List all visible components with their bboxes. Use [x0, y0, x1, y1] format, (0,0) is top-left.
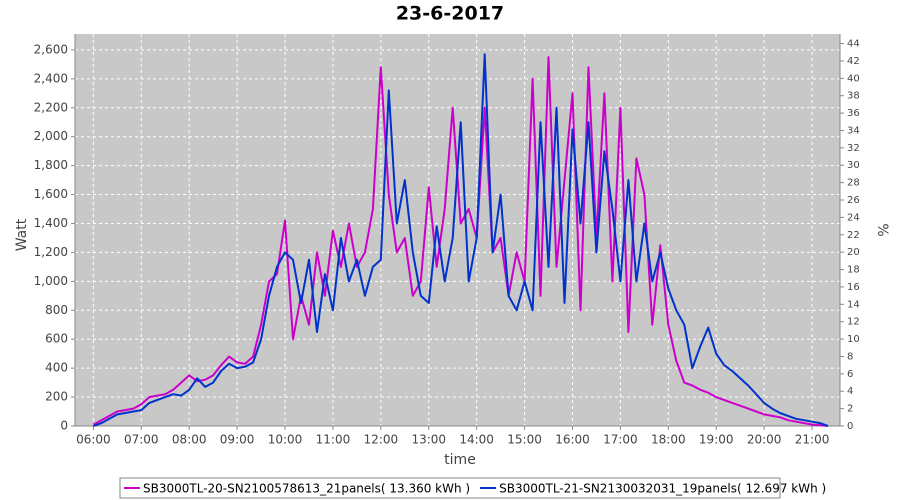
series-line — [93, 53, 829, 427]
y2-tick-label: 30 — [847, 160, 860, 171]
y-tick-label: 2,200 — [34, 100, 68, 114]
x-tick-label: 09:00 — [220, 433, 255, 447]
x-tick-label: 17:00 — [603, 433, 638, 447]
y2-tick-label: 32 — [847, 143, 860, 154]
y-tick-label: 2,600 — [34, 42, 68, 56]
y2-tick-label: 40 — [847, 73, 860, 84]
y-tick-label: 1,400 — [34, 216, 68, 230]
x-tick-label: 18:00 — [651, 433, 686, 447]
y-tick-label: 0 — [60, 419, 68, 433]
y-tick-label: 1,000 — [34, 274, 68, 288]
y2-tick-label: 8 — [847, 351, 853, 362]
y-tick-label: 1,800 — [34, 158, 68, 172]
y2-tick-label: 14 — [847, 299, 860, 310]
y-tick-label: 400 — [45, 361, 68, 375]
legend-label: SB3000TL-21-SN2130032031_19panels( 12.69… — [499, 482, 826, 496]
x-tick-label: 19:00 — [699, 433, 734, 447]
x-tick-label: 07:00 — [124, 433, 159, 447]
legend — [119, 477, 781, 499]
y2-axis-label: % — [874, 223, 890, 236]
y2-tick-label: 38 — [847, 91, 860, 102]
y-tick-label: 2,000 — [34, 129, 68, 143]
y2-tick-label: 16 — [847, 282, 860, 293]
x-axis-label: time — [444, 452, 476, 468]
y2-tick-label: 2 — [847, 404, 853, 415]
y2-tick-label: 34 — [847, 125, 860, 136]
x-tick-label: 16:00 — [555, 433, 590, 447]
x-tick-label: 20:00 — [747, 433, 782, 447]
y-tick-label: 600 — [45, 332, 68, 346]
y2-tick-label: 0 — [847, 421, 853, 432]
x-tick-label: 13:00 — [411, 433, 446, 447]
x-tick-label: 14:00 — [459, 433, 494, 447]
y2-tick-label: 10 — [847, 334, 860, 345]
legend-label: SB3000TL-20-SN2100578613_21panels( 13.36… — [143, 482, 470, 496]
plot-area — [75, 34, 840, 426]
y2-tick-label: 24 — [847, 212, 860, 223]
y-tick-label: 1,200 — [34, 245, 68, 259]
y2-tick-label: 20 — [847, 247, 860, 258]
series-line — [92, 56, 829, 427]
y-tick-label: 2,400 — [34, 71, 68, 85]
x-tick-label: 12:00 — [364, 433, 399, 447]
y2-tick-label: 36 — [847, 108, 860, 119]
y2-tick-label: 22 — [847, 230, 860, 241]
y2-tick-label: 6 — [847, 369, 853, 380]
y2-tick-label: 26 — [847, 195, 860, 206]
y-tick-label: 1,600 — [34, 187, 68, 201]
y2-tick-label: 28 — [847, 178, 860, 189]
x-tick-label: 15:00 — [507, 433, 542, 447]
y-tick-label: 200 — [45, 390, 68, 404]
y2-tick-label: 4 — [847, 386, 853, 397]
x-tick-label: 06:00 — [76, 433, 111, 447]
y2-tick-label: 18 — [847, 265, 860, 276]
y2-tick-label: 12 — [847, 317, 860, 328]
y2-tick-label: 44 — [847, 39, 860, 50]
y-axis-label: Watt — [14, 218, 30, 251]
x-tick-label: 21:00 — [795, 433, 830, 447]
chart-title: 23-6-2017 — [396, 3, 504, 25]
y-tick-label: 800 — [45, 303, 68, 317]
x-tick-label: 11:00 — [316, 433, 351, 447]
x-tick-label: 10:00 — [268, 433, 303, 447]
x-tick-label: 08:00 — [172, 433, 207, 447]
y2-tick-label: 42 — [847, 56, 860, 67]
